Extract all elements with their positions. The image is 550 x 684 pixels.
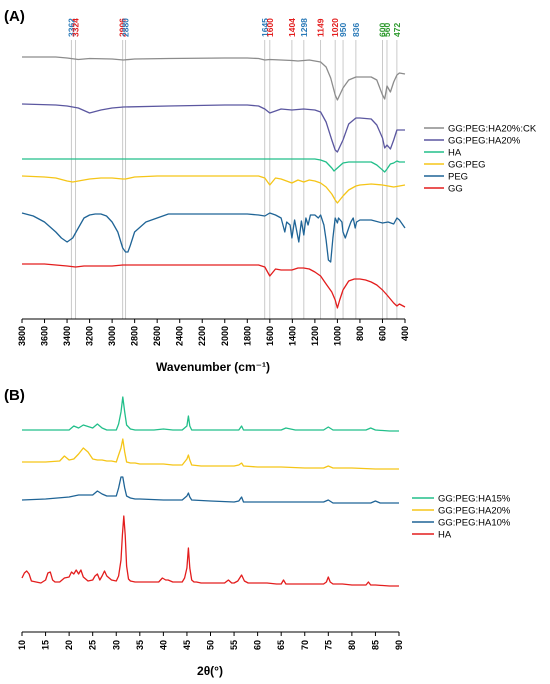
series-gg-peg-ha20	[21, 103, 405, 153]
peak-label-3362: 3362	[66, 18, 76, 37]
series-gg-peg-ha20	[22, 438, 399, 470]
x-tick-label: 40	[158, 640, 168, 650]
xrd-chart: 10 15 20 25 30 35 40 45 50 55 60 65 70 75 80 85 90 2θ(°)…	[17, 396, 511, 678]
peak-label-2906: 2906	[118, 18, 128, 37]
x-tick-label: 10	[17, 640, 27, 650]
x-tick-label: 15	[41, 640, 51, 650]
x-tick-label: 3400	[62, 326, 72, 346]
peak-label-1149: 1149	[316, 18, 326, 37]
series-gg-peg-ha20-ck	[22, 56, 406, 101]
x-tick-label: 800	[355, 326, 365, 341]
peak-label-600: 600	[377, 23, 387, 37]
x-tick-label: 45	[182, 640, 192, 650]
legend-label: GG	[448, 184, 463, 195]
x-tick-label: 25	[88, 640, 98, 650]
legend-label: PEG	[448, 172, 468, 183]
x-tick-label: 3200	[85, 326, 95, 346]
ftir-series	[21, 56, 406, 309]
peak-label-1645: 1645	[260, 18, 270, 37]
x-tick-label: 75	[323, 640, 333, 650]
panel-b-label: (B)	[4, 387, 25, 404]
x-tick-label: 90	[394, 640, 404, 650]
peak-label-836: 836	[351, 23, 361, 37]
peak-label-472: 472	[392, 23, 402, 37]
peak-label-1020: 1020	[330, 18, 340, 37]
x-tick-label: 1200	[310, 326, 320, 346]
x-tick-label: 2600	[152, 326, 162, 346]
x-axis-ticks: 3800 3600 3400 3200 3000 2800 2600 2400 2200 2000…	[17, 319, 410, 346]
series-ha	[21, 515, 399, 587]
x-axis-title: Wavenumber (cm⁻¹)	[156, 360, 270, 374]
x-tick-label: 55	[229, 640, 239, 650]
x-tick-label: 400	[400, 326, 410, 341]
x-tick-label: 3000	[107, 326, 117, 346]
legend-label: GG:PEG:HA20%:CK	[448, 124, 537, 135]
series-ha	[22, 158, 405, 173]
series-peg	[21, 212, 406, 263]
x-tick-label: 80	[347, 640, 357, 650]
x-tick-label: 2800	[130, 326, 140, 346]
x-tick-label: 70	[300, 640, 310, 650]
x-tick-label: 20	[64, 640, 74, 650]
series-gg	[22, 263, 406, 309]
legend-label: GG:PEG:HA10%	[438, 518, 511, 529]
x-tick-label: 600	[377, 326, 387, 341]
peak-label-3324: 3324	[71, 18, 81, 37]
legend-label: GG:PEG:HA20%	[448, 136, 521, 147]
peak-label-950: 950	[338, 23, 348, 37]
x-tick-label: 65	[276, 640, 286, 650]
x-axis-ticks: 10 15 20 25 30 35 40 45 50 55 60 65 70 75 80 85 90	[17, 632, 404, 650]
series-gg-peg-ha15	[22, 396, 399, 432]
legend-label: HA	[448, 148, 462, 159]
x-tick-label: 2000	[220, 326, 230, 346]
x-tick-label: 1600	[265, 326, 275, 346]
peak-label-1600: 1600	[265, 18, 275, 37]
x-axis-title: 2θ(°)	[197, 664, 223, 678]
legend-label: GG:PEG:HA20%	[438, 506, 511, 517]
x-tick-label: 2400	[175, 326, 185, 346]
x-tick-label: 1800	[242, 326, 252, 346]
x-tick-label: 2200	[197, 326, 207, 346]
legend-label: GG:PEG	[448, 160, 485, 171]
x-tick-label: 60	[253, 640, 263, 650]
peak-label-2880: 2880	[121, 18, 131, 37]
x-tick-label: 35	[135, 640, 145, 650]
legend: GG:PEG:HA15%GG:PEG:HA20%GG:PEG:HA10%HA	[412, 494, 511, 541]
x-tick-label: 3600	[40, 326, 50, 346]
x-tick-label: 85	[370, 640, 380, 650]
x-tick-label: 1000	[332, 326, 342, 346]
peak-guides	[70, 40, 398, 319]
legend-label: GG:PEG:HA15%	[438, 494, 511, 505]
xrd-series	[21, 396, 399, 587]
peak-label-560: 560	[382, 23, 392, 37]
series-gg-peg-ha10	[21, 476, 399, 504]
series-gg-peg	[21, 175, 406, 204]
peak-label-1404: 1404	[287, 18, 297, 37]
peak-label-1298: 1298	[299, 18, 309, 37]
x-tick-label: 1400	[287, 326, 297, 346]
x-tick-label: 50	[206, 640, 216, 650]
panel-a-label: (A)	[4, 8, 25, 25]
x-tick-label: 30	[111, 640, 121, 650]
x-tick-label: 3800	[17, 326, 27, 346]
legend-label: HA	[438, 530, 452, 541]
